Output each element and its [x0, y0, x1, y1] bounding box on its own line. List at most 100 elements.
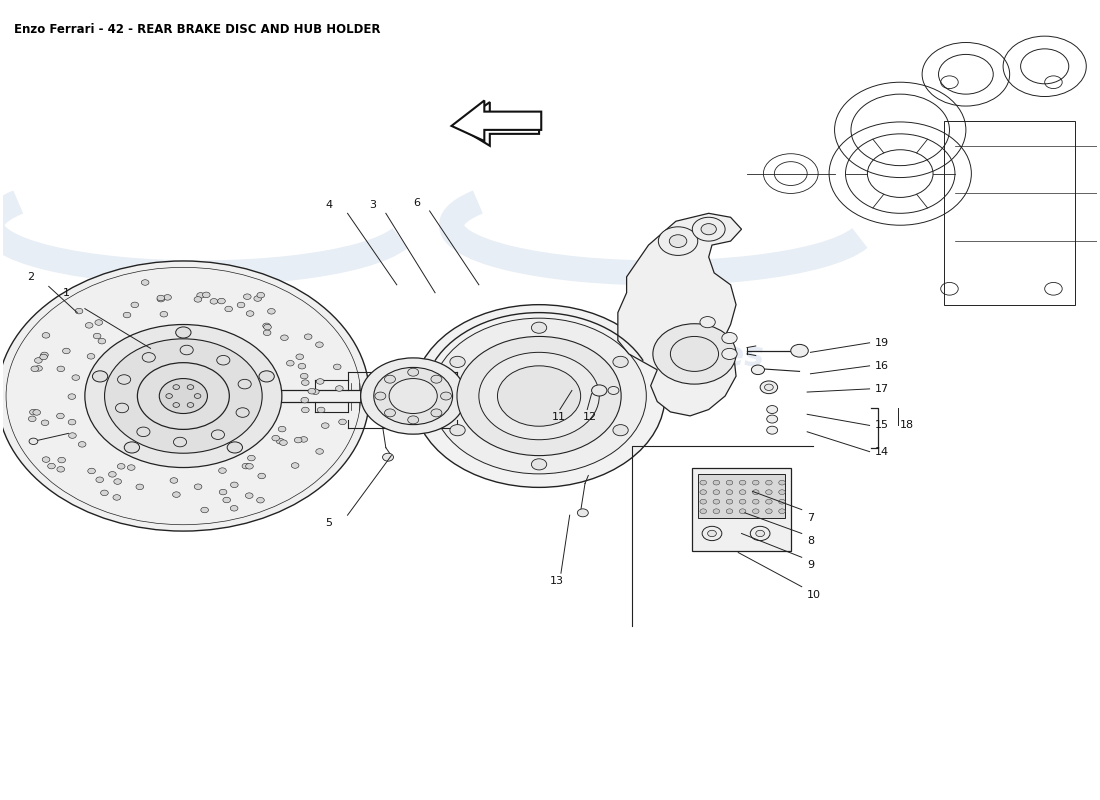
Circle shape — [608, 386, 619, 394]
Circle shape — [713, 480, 719, 485]
Polygon shape — [456, 102, 539, 146]
Circle shape — [779, 499, 785, 504]
Circle shape — [278, 426, 286, 432]
Circle shape — [116, 403, 129, 413]
Text: 15: 15 — [876, 421, 889, 430]
Circle shape — [375, 392, 386, 400]
Polygon shape — [618, 214, 741, 416]
Circle shape — [767, 426, 778, 434]
Circle shape — [58, 458, 66, 463]
Circle shape — [219, 490, 227, 495]
Circle shape — [68, 433, 76, 438]
Circle shape — [219, 468, 227, 474]
Circle shape — [385, 409, 395, 417]
Circle shape — [141, 280, 149, 286]
Circle shape — [305, 334, 312, 339]
Circle shape — [157, 296, 165, 302]
Circle shape — [726, 480, 733, 485]
Circle shape — [321, 423, 329, 429]
Polygon shape — [451, 101, 541, 141]
Circle shape — [238, 302, 245, 308]
Circle shape — [272, 435, 279, 441]
Circle shape — [779, 509, 785, 514]
Circle shape — [41, 420, 48, 426]
Circle shape — [700, 317, 715, 328]
Circle shape — [195, 484, 202, 490]
Text: 4: 4 — [326, 200, 333, 210]
Circle shape — [92, 371, 108, 382]
Circle shape — [531, 458, 547, 470]
Circle shape — [766, 509, 772, 514]
Circle shape — [173, 385, 179, 390]
Circle shape — [779, 480, 785, 485]
Circle shape — [578, 509, 588, 517]
Circle shape — [279, 440, 287, 446]
Circle shape — [85, 325, 282, 467]
Circle shape — [257, 292, 265, 298]
Circle shape — [242, 463, 250, 469]
Circle shape — [258, 371, 274, 382]
Circle shape — [374, 367, 452, 425]
Circle shape — [33, 410, 41, 415]
Circle shape — [136, 484, 144, 490]
Text: 6: 6 — [414, 198, 420, 208]
Circle shape — [72, 375, 79, 380]
Circle shape — [231, 482, 239, 488]
Circle shape — [739, 480, 746, 485]
Circle shape — [236, 408, 250, 418]
Circle shape — [766, 490, 772, 494]
Circle shape — [224, 306, 232, 312]
Bar — [697, 474, 785, 518]
Circle shape — [187, 385, 194, 390]
Circle shape — [95, 320, 102, 326]
Circle shape — [339, 419, 346, 425]
Circle shape — [432, 318, 647, 474]
Text: 17: 17 — [876, 384, 889, 394]
Circle shape — [456, 337, 622, 456]
Bar — [944, 121, 1076, 305]
Circle shape — [113, 478, 121, 484]
Circle shape — [245, 463, 253, 469]
Text: 13: 13 — [550, 576, 564, 586]
Circle shape — [764, 384, 773, 390]
Text: 12: 12 — [583, 413, 597, 422]
Circle shape — [223, 498, 231, 502]
Circle shape — [194, 297, 201, 302]
Circle shape — [750, 526, 770, 541]
Circle shape — [385, 375, 395, 383]
Circle shape — [300, 374, 308, 379]
Circle shape — [317, 378, 324, 384]
Circle shape — [751, 365, 764, 374]
Circle shape — [246, 310, 254, 316]
Circle shape — [256, 498, 264, 503]
Circle shape — [301, 407, 309, 413]
Circle shape — [317, 407, 324, 413]
Circle shape — [68, 419, 76, 425]
Circle shape — [700, 490, 706, 494]
Circle shape — [75, 308, 82, 314]
Text: 5: 5 — [326, 518, 332, 528]
Circle shape — [756, 530, 764, 537]
Text: 16: 16 — [876, 361, 889, 371]
Circle shape — [613, 425, 628, 436]
Bar — [692, 467, 791, 551]
Circle shape — [100, 490, 108, 496]
Text: 14: 14 — [876, 446, 889, 457]
Circle shape — [131, 302, 139, 308]
Text: eurospares: eurospares — [554, 340, 764, 373]
Circle shape — [722, 348, 737, 359]
Circle shape — [707, 530, 716, 537]
Circle shape — [301, 398, 309, 403]
Text: 11: 11 — [552, 413, 567, 422]
Circle shape — [713, 499, 719, 504]
Circle shape — [56, 413, 64, 418]
Circle shape — [308, 389, 316, 394]
Circle shape — [669, 234, 686, 247]
Circle shape — [267, 309, 275, 314]
Circle shape — [96, 477, 103, 482]
Circle shape — [701, 224, 716, 234]
Circle shape — [243, 294, 251, 299]
Circle shape — [123, 312, 131, 318]
Circle shape — [739, 499, 746, 504]
Circle shape — [292, 462, 299, 468]
